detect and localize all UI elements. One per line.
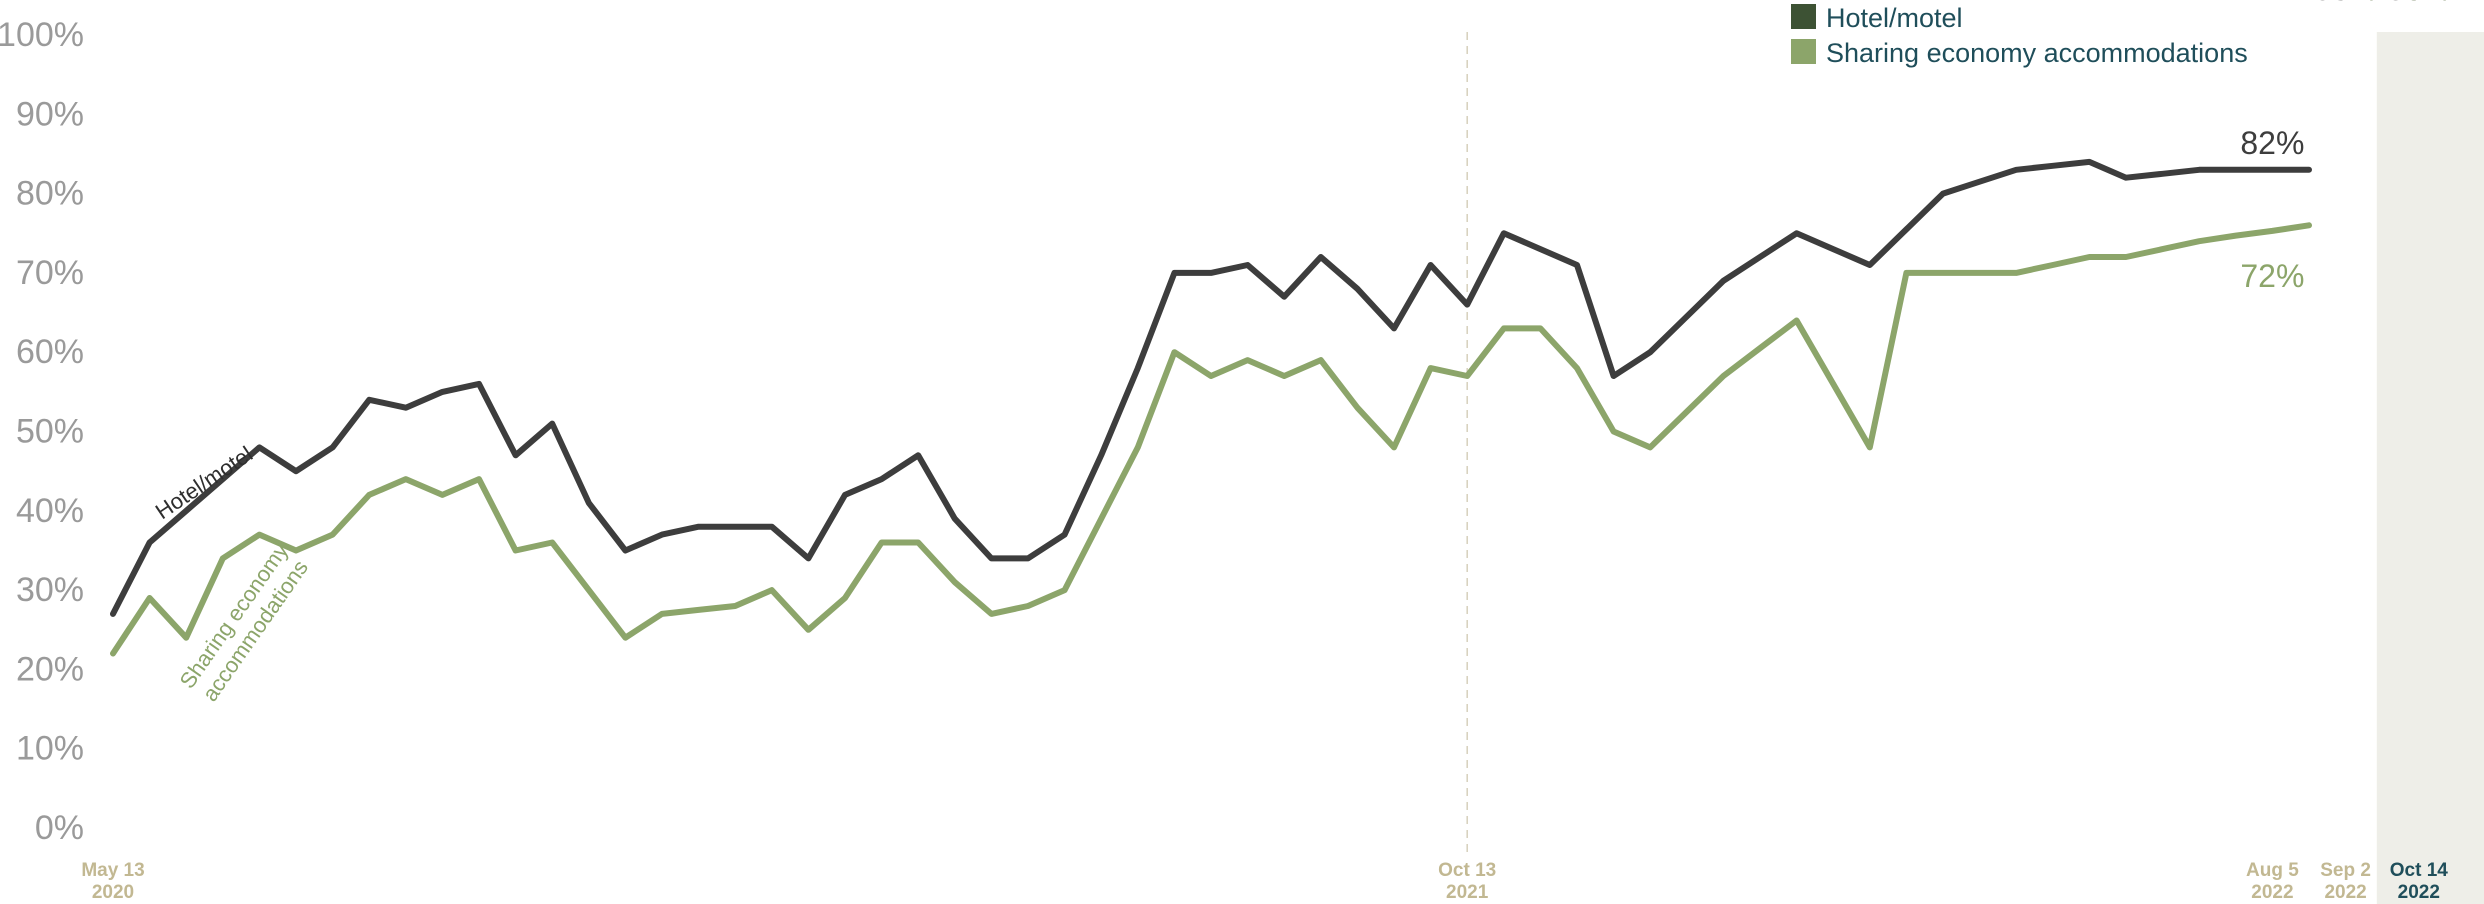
current-period-highlight: [2376, 32, 2484, 904]
data-label: 82%: [2240, 125, 2304, 161]
x-tick-year: 2022: [2398, 882, 2440, 903]
series-line: [110, 158, 2312, 617]
legend: Hotel/motel Sharing economy accommodation…: [1791, 3, 2248, 68]
x-tick-year: 2021: [1446, 882, 1489, 903]
y-tick-label: 100%: [0, 16, 84, 54]
data-label: 74%: [2314, 0, 2378, 7]
data-label: 83%: [2387, 0, 2451, 7]
x-tick-label: Oct 14: [2390, 860, 2449, 881]
x-tick-label: Sep 2: [2320, 860, 2371, 881]
x-tick-label: May 13: [81, 860, 144, 881]
x-tick-year: 2022: [2324, 882, 2366, 903]
x-tick-year: 2020: [92, 882, 134, 903]
legend-swatch: [1791, 4, 1816, 29]
y-tick-label: 30%: [16, 571, 84, 609]
y-tick-label: 20%: [16, 650, 84, 688]
data-label: 72%: [2240, 258, 2304, 294]
y-tick-label: 70%: [16, 254, 84, 292]
series-inline-label: Hotel/motel: [151, 441, 257, 524]
legend-label: Sharing economy accommodations: [1826, 38, 2248, 68]
series-line: [110, 222, 2312, 657]
data-label: 76%: [2387, 0, 2451, 7]
y-tick-label: 60%: [16, 333, 84, 371]
y-tick-label: 10%: [16, 730, 84, 768]
y-tick-label: 90%: [16, 95, 84, 133]
legend-swatch: [1791, 39, 1816, 64]
x-tick-label: Oct 13: [1438, 860, 1496, 881]
data-label: 83%: [2314, 0, 2378, 7]
y-tick-label: 0%: [35, 809, 84, 847]
series-layer: 82% 83% 83% 72% 74% 76% Hotel/motel Sharing eco…: [110, 0, 2451, 706]
legend-label: Hotel/motel: [1826, 3, 1963, 33]
y-tick-label: 40%: [16, 492, 84, 530]
x-tick-label: Aug 5: [2246, 860, 2299, 881]
y-axis: 0% 10% 20% 30% 40% 50% 60% 70% 80% 90% 100%: [0, 16, 84, 847]
y-tick-label: 50%: [16, 413, 84, 451]
x-tick-year: 2022: [2251, 882, 2293, 903]
y-tick-label: 80%: [16, 175, 84, 213]
